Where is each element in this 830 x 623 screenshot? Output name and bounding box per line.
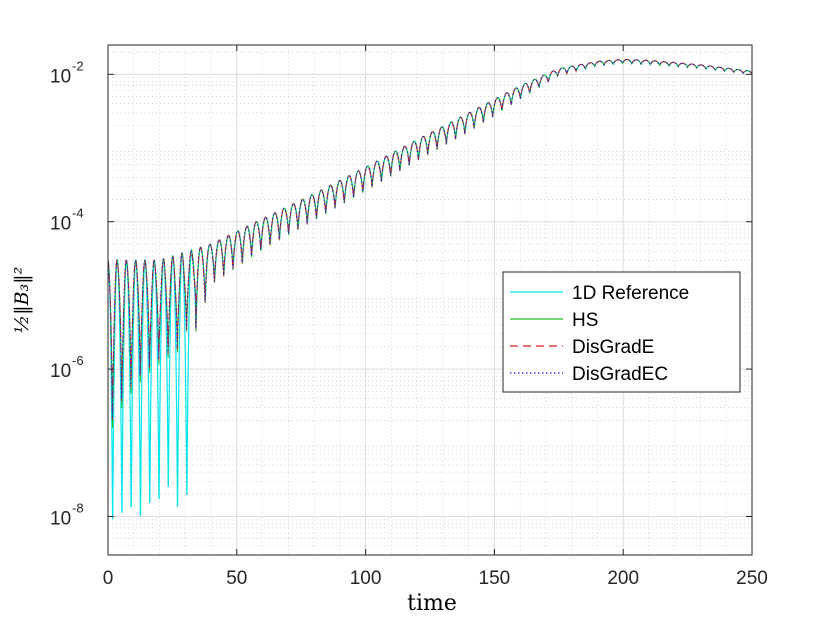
x-tick-label: 250 (736, 568, 768, 589)
y-tick-exponent: -6 (72, 353, 84, 368)
x-tick-label: 150 (479, 568, 511, 589)
y-axis: 10-810-610-410-2 (50, 58, 752, 529)
legend-label: 1D Reference (572, 283, 689, 304)
x-tick-label: 0 (103, 568, 114, 589)
legend-label: DisGradE (572, 337, 654, 358)
x-tick-label: 100 (350, 568, 382, 589)
y-tick-label: 10 (50, 361, 71, 382)
x-tick-label: 200 (607, 568, 639, 589)
y-tick-label: 10 (50, 214, 71, 235)
axes-box (107, 44, 753, 556)
y-tick-label: 10 (50, 66, 71, 87)
x-axis-label: time (407, 591, 457, 616)
x-tick-label: 50 (226, 568, 247, 589)
x-axis: 0 50 100 150 200 250 (103, 45, 768, 589)
y-tick-exponent: -4 (72, 206, 84, 221)
y-tick-exponent: -2 (72, 58, 84, 73)
legend-label: HS (572, 310, 598, 331)
y-axis-label-text: ½‖B₃‖² (11, 267, 33, 334)
y-tick-label: 10 (50, 508, 71, 529)
legend-label: DisGradEC (572, 364, 668, 385)
y-axis-label: ½‖B₃‖² (11, 267, 33, 334)
plot-area (108, 58, 752, 520)
legend: 1D Reference HS DisGradE DisGradEC (502, 271, 741, 393)
y-tick-exponent: -8 (72, 500, 84, 515)
